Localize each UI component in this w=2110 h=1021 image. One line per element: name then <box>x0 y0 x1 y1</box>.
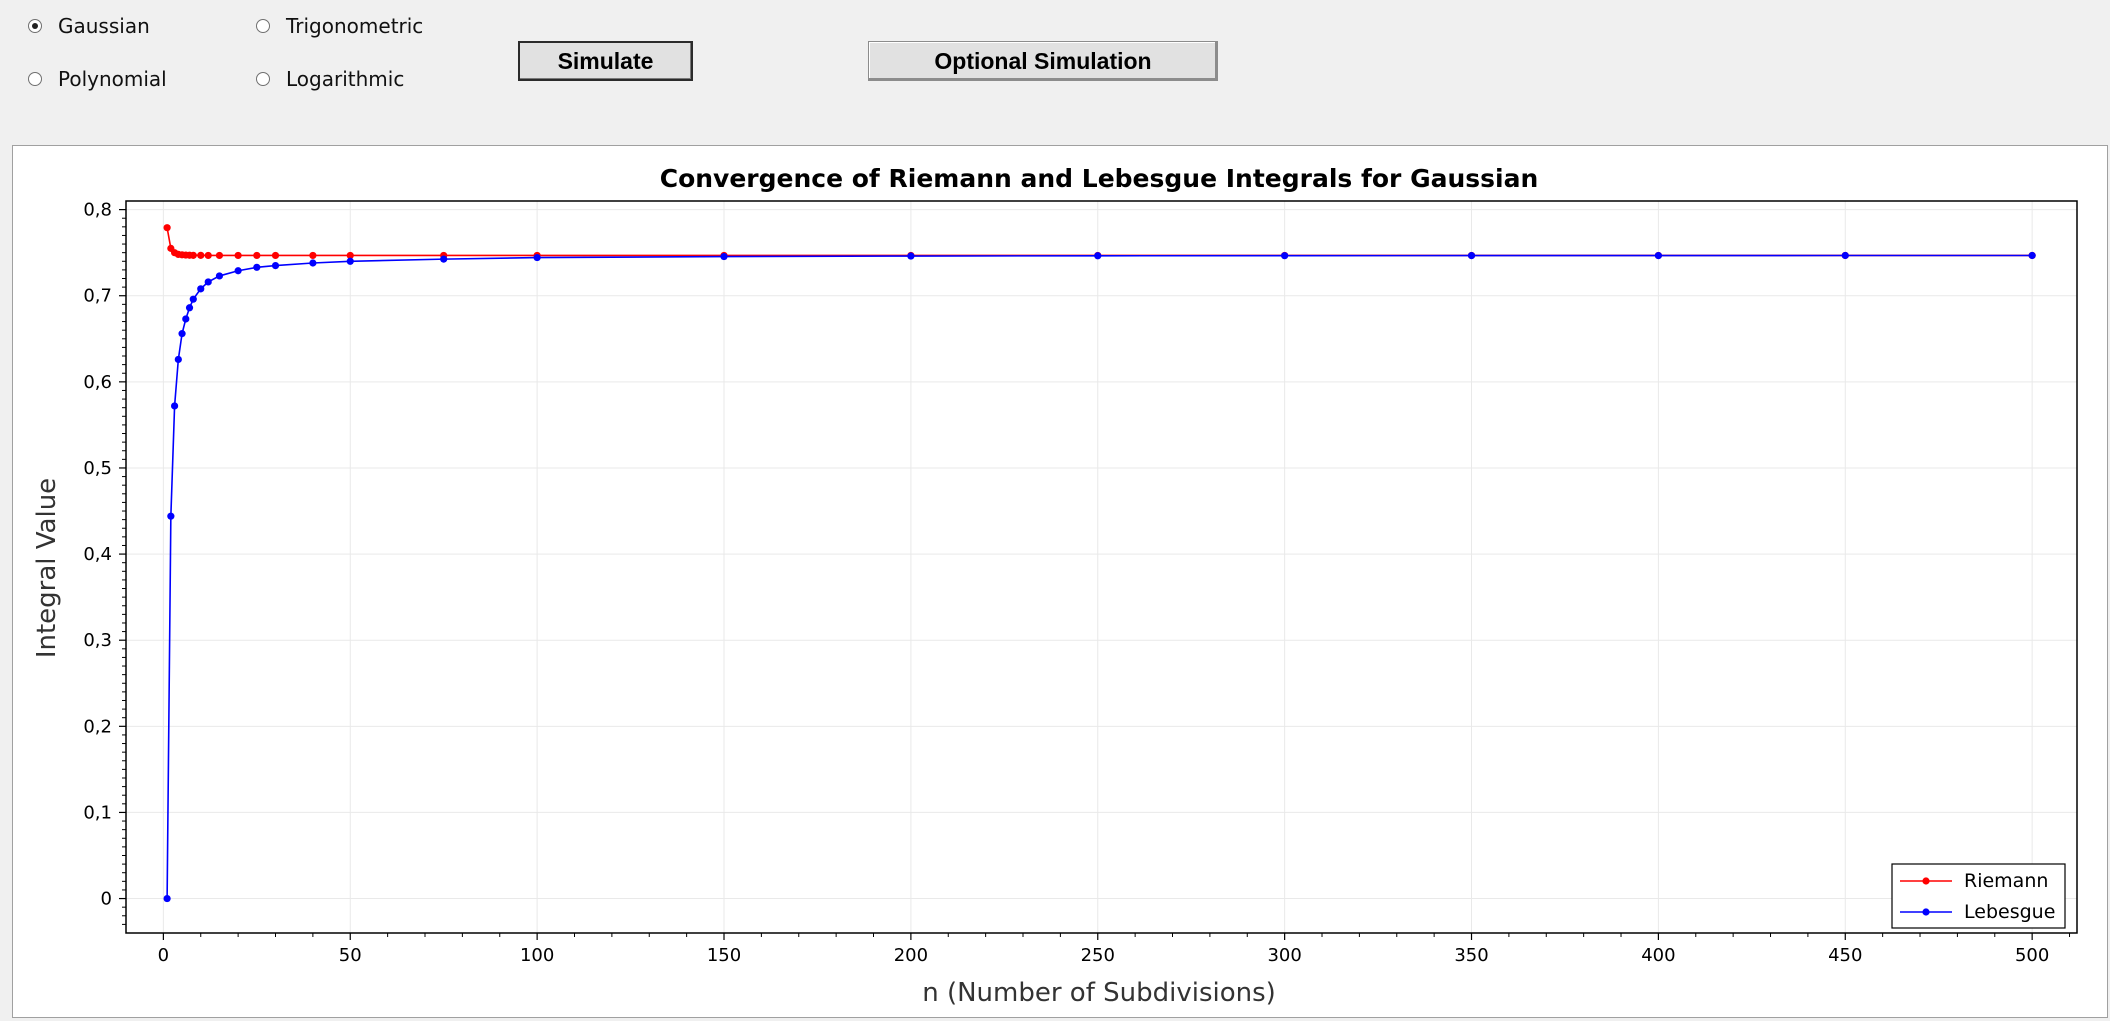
radio-gaussian-label: Gaussian <box>58 14 150 38</box>
optional-simulation-button[interactable]: Optional Simulation <box>868 41 1218 81</box>
riemann-point <box>234 251 242 260</box>
lebesgue-point <box>2028 251 2036 260</box>
riemann-point <box>204 251 212 260</box>
legend-riemann-label: Riemann <box>1964 870 2048 892</box>
x-tick-label: 300 <box>1267 945 1301 966</box>
radio-logarithmic-indicator[interactable] <box>256 72 270 86</box>
x-axis-label: n (Number of Subdivisions) <box>922 978 1276 1008</box>
legend-lebesgue-label: Lebesgue <box>1964 901 2055 923</box>
y-tick-label: 0,8 <box>83 200 112 221</box>
lebesgue-point <box>1841 251 1849 260</box>
lebesgue-point <box>253 263 261 271</box>
lebesgue-point <box>1281 252 1289 260</box>
x-tick-label: 100 <box>520 945 554 966</box>
legend-box <box>1891 863 2066 929</box>
lebesgue-point <box>346 257 354 265</box>
lebesgue-point <box>163 894 171 903</box>
x-tick-label: 0 <box>158 945 169 966</box>
riemann-point <box>346 251 354 260</box>
grid <box>126 201 2077 933</box>
radio-polynomial-label: Polynomial <box>58 67 167 91</box>
simulate-button[interactable]: Simulate <box>518 41 693 81</box>
riemann-point <box>271 251 280 260</box>
legend: Riemann Lebesgue <box>1891 863 2066 929</box>
lebesgue-point <box>720 252 728 261</box>
riemann-line <box>166 227 2033 257</box>
lebesgue-point <box>234 267 242 275</box>
riemann-point <box>215 251 224 260</box>
riemann-point <box>309 251 317 260</box>
radio-trigonometric-label: Trigonometric <box>286 14 424 38</box>
lebesgue-point <box>1654 251 1662 260</box>
radio-trigonometric[interactable]: Trigonometric <box>256 14 423 38</box>
y-tick-label: 0,6 <box>83 372 112 393</box>
radio-logarithmic-label: Logarithmic <box>286 67 405 91</box>
lebesgue-point <box>174 355 182 364</box>
riemann-point <box>197 251 205 259</box>
axes: 0 50 100 150 200 250 300 350 400 450 500 0 0,1 0,2 0,3… <box>83 200 2071 966</box>
lebesgue-series <box>163 251 2036 903</box>
lebesgue-point <box>185 304 194 312</box>
y-axis-label: Integral Value <box>32 478 62 658</box>
radio-polynomial[interactable]: Polynomial <box>28 67 167 91</box>
lebesgue-point <box>215 272 224 280</box>
legend-lebesgue-marker <box>1922 908 1930 916</box>
y-tick-label: 0,7 <box>83 286 112 307</box>
lebesgue-point <box>178 330 186 338</box>
legend-riemann-marker <box>1922 877 1930 885</box>
y-tick-label: 0,1 <box>83 802 112 823</box>
radio-gaussian-indicator[interactable] <box>28 19 42 33</box>
lebesgue-point <box>197 285 205 293</box>
convergence-chart: Convergence of Riemann and Lebesgue Inte… <box>32 164 2078 1008</box>
lebesgue-point <box>533 253 541 262</box>
lebesgue-point <box>907 252 915 260</box>
lebesgue-point <box>204 278 212 286</box>
lebesgue-point <box>189 295 197 303</box>
y-tick-label: 0,3 <box>83 630 112 651</box>
riemann-point <box>163 224 171 232</box>
plot-area <box>125 200 2078 934</box>
x-tick-label: 250 <box>1081 945 1115 966</box>
lebesgue-line <box>166 254 2033 899</box>
x-tick-label: 500 <box>2015 945 2049 966</box>
chart-title: Convergence of Riemann and Lebesgue Inte… <box>660 164 1539 193</box>
radio-gaussian[interactable]: Gaussian <box>28 14 150 38</box>
radio-trigonometric-indicator[interactable] <box>256 19 270 33</box>
lebesgue-point <box>182 315 190 323</box>
y-tick-label: 0,2 <box>83 716 112 737</box>
lebesgue-point <box>1467 251 1476 260</box>
lebesgue-point <box>1094 252 1102 260</box>
x-tick-label: 200 <box>894 945 928 966</box>
radio-polynomial-indicator[interactable] <box>28 72 42 86</box>
y-tick-label: 0,5 <box>83 458 112 479</box>
radio-logarithmic[interactable]: Logarithmic <box>256 67 404 91</box>
lebesgue-point <box>440 255 448 263</box>
riemann-point <box>189 251 197 259</box>
series <box>163 224 2036 903</box>
x-tick-label: 450 <box>1828 945 1862 966</box>
riemann-point <box>253 251 261 260</box>
chart-panel: Convergence of Riemann and Lebesgue Inte… <box>12 145 2108 1018</box>
lebesgue-point <box>167 512 175 520</box>
lebesgue-point <box>271 261 280 270</box>
x-tick-label: 50 <box>339 945 362 966</box>
y-tick-label: 0,4 <box>83 544 112 565</box>
lebesgue-point <box>309 259 317 267</box>
x-tick-label: 350 <box>1454 945 1488 966</box>
lebesgue-point <box>170 402 179 410</box>
y-tick-label: 0 <box>101 889 112 910</box>
x-tick-label: 150 <box>707 945 741 966</box>
x-tick-label: 400 <box>1641 945 1675 966</box>
